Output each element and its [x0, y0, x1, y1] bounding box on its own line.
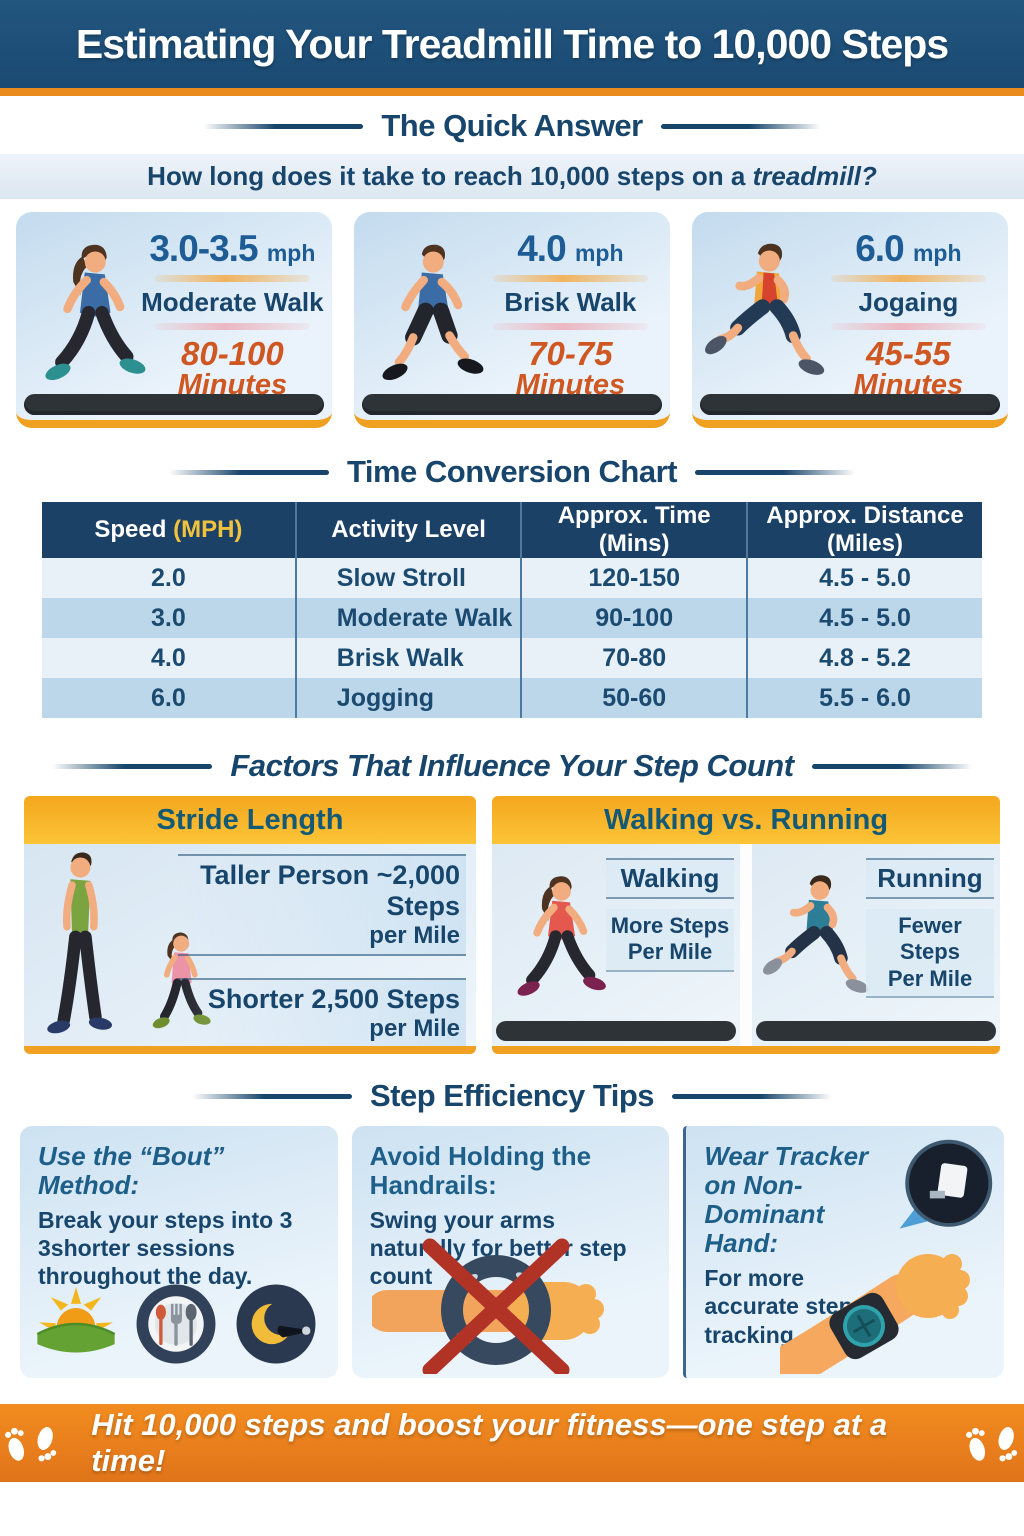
section-title: Factors That Influence Your Step Count: [230, 748, 794, 783]
walking-woman-icon: [45, 244, 146, 381]
stride-panel-header: Stride Length: [24, 796, 476, 844]
tracker-bubble-icon: [899, 1139, 993, 1229]
tip-tracker-hand: Wear Tracker on Non-Dominant Hand: For m…: [683, 1126, 1005, 1378]
col-time: Approx. Time (Mins): [520, 502, 747, 558]
table-row: 6.0 Jogging 50-60 5.5 - 6.0: [42, 678, 982, 718]
highlight-strip: [154, 323, 310, 330]
minutes-value: 80-100 Minutes: [177, 335, 288, 401]
speed-card-moderate-walk: 3.0-3.5 mph Moderate Walk 80-100 Minutes: [16, 212, 332, 428]
heading-rule-right: [672, 1093, 832, 1099]
factors-heading: Factors That Influence Your Step Count: [0, 748, 1024, 784]
heading-rule-right: [660, 123, 821, 129]
walking-man-icon: [382, 244, 484, 381]
section-title: Time Conversion Chart: [346, 454, 678, 489]
minutes-value: 70-75 Minutes: [515, 335, 626, 401]
question-text: How long does it take to reach 10,000 st…: [147, 161, 877, 191]
treadmill-belt: [496, 1021, 736, 1041]
highlight-strip: [830, 323, 986, 330]
highlight-strip: [492, 323, 648, 330]
conversion-chart-section: Time Conversion Chart Speed (MPH) Activi…: [0, 454, 1024, 718]
factors-section: Factors That Influence Your Step Count S…: [0, 748, 1024, 1054]
minutes-value: 45-55 Minutes: [853, 335, 964, 401]
speed-value: 3.0-3.5 mph: [149, 228, 316, 269]
speed-value: 4.0 mph: [517, 228, 624, 269]
running-man-icon: [763, 875, 869, 993]
versus-panel-header: Walking vs. Running: [492, 796, 1000, 844]
taller-person-note: Taller Person ~2,000 Steps per Mile: [178, 854, 466, 956]
table-row: 3.0 Moderate Walk 90-100 4.5 - 5.0: [42, 598, 982, 638]
moon-icon: [236, 1284, 316, 1364]
jogging-man-icon: [705, 243, 825, 375]
col-distance: Approx. Distance (Miles): [745, 502, 982, 558]
table-row: 4.0 Brisk Walk 70-80 4.8 - 5.2: [42, 638, 982, 678]
heading-rule-left: [191, 1093, 352, 1099]
highlight-strip: [830, 275, 986, 282]
speed-card-brisk-walk: 4.0 mph Brisk Walk 70-75 Minutes: [354, 212, 670, 428]
heading-rule-left: [52, 763, 213, 769]
activity-label: Brisk Walk: [504, 287, 637, 317]
tips-section: Step Efficiency Tips Use the “Bout” Meth…: [0, 1078, 1024, 1378]
running-note: Fewer Steps Per Mile: [866, 909, 994, 999]
footprints-icon: [5, 1427, 57, 1462]
table-header-row: Speed (MPH) Activity Level Approx. Time …: [42, 502, 982, 558]
tracker-on-wrist-illustration: [780, 1254, 971, 1374]
sunrise-icon: [36, 1287, 116, 1353]
heading-rule-left: [168, 469, 329, 475]
question-band: How long does it take to reach 10,000 st…: [0, 154, 1024, 199]
tip-title: Use the “Bout” Method:: [38, 1141, 225, 1201]
conversion-chart-heading: Time Conversion Chart: [0, 454, 1024, 490]
walking-half: Walking More Steps Per Mile: [492, 844, 740, 1046]
highlight-strip: [492, 275, 648, 282]
heading-rule-right: [811, 763, 972, 769]
heading-rule-right: [695, 469, 855, 475]
heading-rule-left: [203, 123, 364, 129]
stride-length-panel: Stride Length: [24, 796, 476, 1054]
speed-card-jogging: 6.0 mph Jogaing 45-55 Minutes: [692, 212, 1008, 428]
table-row: 2.0 Slow Stroll 120-150 4.5 - 5.0: [42, 558, 982, 598]
activity-label: Moderate Walk: [141, 287, 324, 317]
speed-cards: 3.0-3.5 mph Moderate Walk 80-100 Minutes: [0, 199, 1024, 428]
treadmill-belt: [362, 394, 662, 415]
treadmill-belt: [756, 1021, 996, 1041]
walking-title: Walking: [606, 858, 734, 899]
shorter-person-note: Shorter 2,500 Steps per Mile: [178, 978, 466, 1046]
tip-body: Swing your arms naturally for better ste…: [369, 1207, 627, 1290]
tip-body: For more accurate step tracking.: [704, 1265, 853, 1348]
running-title: Running: [866, 858, 994, 899]
col-activity: Activity Level: [294, 502, 522, 558]
tip-title: Avoid Holding the Handrails:: [369, 1141, 592, 1201]
page-title: Estimating Your Treadmill Time to 10,000…: [75, 20, 949, 67]
quick-answer-section: The Quick Answer How long does it take t…: [0, 108, 1024, 428]
tip-bout-method: Use the “Bout” Method: Break your steps …: [20, 1126, 338, 1378]
tall-man-icon: [47, 852, 112, 1034]
meal-plate-icon: [136, 1284, 216, 1364]
running-half: Running Fewer Steps Per Mile: [752, 844, 1000, 1046]
speed-value: 6.0 mph: [855, 228, 962, 269]
activity-label: Jogaing: [858, 287, 959, 317]
tip-avoid-handrails: Avoid Holding the Handrails: Swing your …: [351, 1126, 670, 1378]
footer-text: Hit 10,000 steps and boost your fitness—…: [91, 1407, 888, 1478]
tip-title: Wear Tracker on Non-Dominant Hand:: [704, 1141, 869, 1259]
time-conversion-table: Speed (MPH) Activity Level Approx. Time …: [42, 502, 982, 718]
highlight-strip: [154, 275, 310, 282]
treadmill-belt: [700, 394, 1000, 415]
section-title: Step Efficiency Tips: [369, 1078, 655, 1113]
tip-body: Break your steps into 3 3shorter session…: [38, 1207, 293, 1290]
walking-woman-icon: [517, 876, 606, 996]
header-banner: Estimating Your Treadmill Time to 10,000…: [0, 0, 1024, 96]
section-title: The Quick Answer: [381, 108, 643, 143]
footprints-icon: [965, 1427, 1017, 1462]
walking-vs-running-panel: Walking vs. Running: [492, 796, 1000, 1054]
quick-answer-heading: The Quick Answer: [0, 108, 1024, 144]
tips-heading: Step Efficiency Tips: [0, 1078, 1024, 1114]
walking-note: More Steps Per Mile: [606, 909, 734, 972]
no-handrail-grip-illustration: [371, 1238, 604, 1374]
col-speed: Speed (MPH): [42, 502, 296, 558]
footer-banner: Hit 10,000 steps and boost your fitness—…: [0, 1404, 1024, 1482]
treadmill-belt: [24, 394, 324, 415]
